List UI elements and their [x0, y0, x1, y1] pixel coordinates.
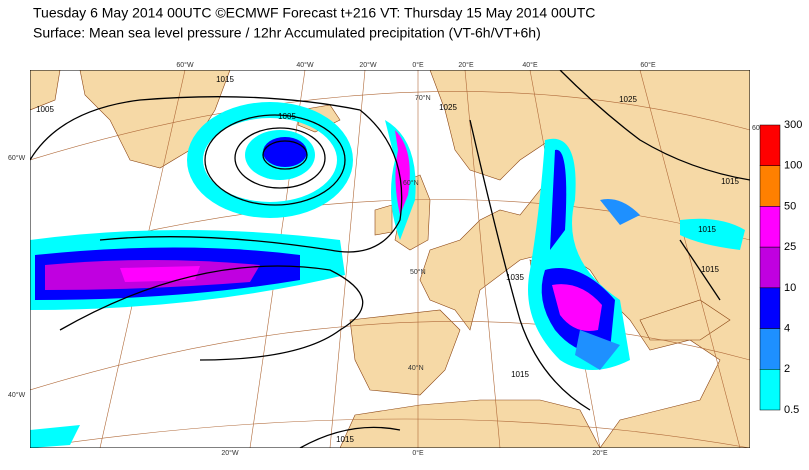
lat-label: 40°N [408, 364, 424, 372]
lon-label: 20°W [221, 449, 239, 457]
lat-label: 40°W [8, 391, 26, 399]
colorbar-label: 2 [784, 363, 790, 375]
lat-label: 70°N [415, 94, 431, 102]
colorbar-label: 4 [784, 322, 790, 334]
isobar-label: 1015 [701, 265, 719, 274]
lon-label: 40°W [296, 61, 314, 69]
isobar-label: 1015 [216, 75, 234, 84]
colorbar-label: 10 [784, 282, 796, 294]
colorbar: 300 100 50 25 10 4 2 0.5 [759, 119, 802, 416]
lon-label: 20°E [458, 61, 474, 69]
colorbar-segment [759, 246, 781, 289]
isobar-label: 1015 [336, 435, 354, 444]
lon-label: 60°E [640, 61, 656, 69]
colorbar-label: 50 [784, 200, 796, 212]
lon-label: 20°W [359, 61, 377, 69]
colorbar-segment [759, 287, 781, 329]
lon-label: 60°W [176, 61, 194, 69]
isobar-label: 1015 [698, 225, 716, 234]
title-line-1: Tuesday 6 May 2014 00UTC ©ECMWF Forecast… [33, 5, 595, 21]
lon-label: 0°E [412, 449, 424, 457]
lon-label: 20°E [592, 449, 608, 457]
colorbar-segment [759, 328, 781, 370]
isobars [30, 70, 750, 448]
colorbar-label: 300 [784, 119, 802, 131]
isobar-label: 1025 [439, 103, 457, 112]
colorbar-segment [759, 369, 781, 411]
isobar-label: 1035 [506, 273, 524, 282]
isobar-label: 1025 [619, 95, 637, 104]
lat-label: 60°N [403, 179, 419, 187]
lon-label: 40°E [522, 61, 538, 69]
colorbar-segment [759, 165, 781, 207]
colorbar-label: 0.5 [784, 404, 799, 416]
isobar-label: 1005 [278, 112, 296, 121]
isobar-label: 1005 [36, 105, 54, 114]
lat-label: 60°W [8, 154, 26, 162]
lat-label: 50°N [410, 268, 426, 276]
colorbar-segment [759, 124, 781, 166]
title-line-2: Surface: Mean sea level pressure / 12hr … [33, 25, 541, 41]
lon-label: 0°E [412, 61, 424, 69]
colorbar-segment [759, 206, 781, 248]
colorbar-label: 100 [784, 160, 802, 172]
isobar-label: 1015 [721, 177, 739, 186]
colorbar-label: 25 [784, 241, 796, 253]
map [30, 70, 750, 448]
isobar-label: 1015 [511, 370, 529, 379]
